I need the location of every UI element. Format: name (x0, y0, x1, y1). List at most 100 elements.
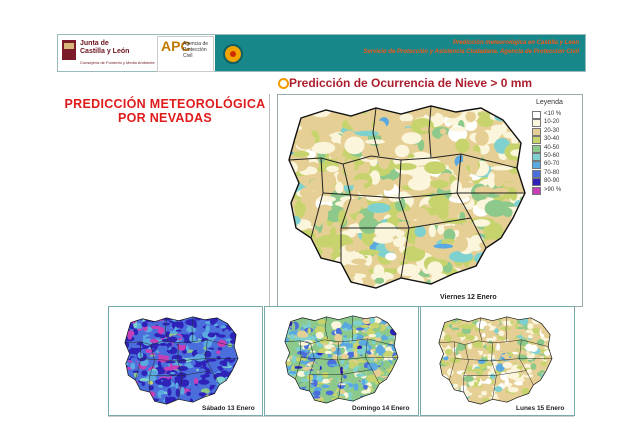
probability-cell (155, 316, 165, 319)
probability-cell (343, 335, 348, 338)
probability-cell (520, 214, 525, 225)
probability-cell (516, 365, 523, 370)
probability-cell (438, 321, 442, 327)
probability-cell (229, 332, 239, 340)
probability-cell (231, 316, 239, 321)
probability-cell (458, 398, 465, 404)
probability-cell (301, 270, 318, 276)
probability-cell (469, 316, 479, 319)
probability-cell (289, 216, 292, 231)
main-map (288, 105, 526, 289)
probability-cell (394, 327, 399, 331)
probability-cell (496, 106, 504, 109)
probability-cell (516, 354, 528, 361)
panel-sabado: Sábado 13 Enero (108, 306, 263, 416)
probability-cell (481, 384, 487, 392)
probability-cell (441, 387, 446, 393)
probability-cell (340, 366, 344, 376)
probability-cell (235, 374, 239, 380)
probability-cell (545, 392, 553, 399)
probability-cell (309, 259, 325, 269)
probability-cell (484, 199, 508, 217)
probability-cell (223, 313, 229, 315)
probability-cell (517, 338, 529, 346)
probability-cell (547, 316, 553, 323)
probability-cell (289, 166, 291, 173)
probability-cell (496, 343, 501, 351)
probability-cell (494, 173, 503, 187)
probability-cell (542, 380, 552, 384)
shield-icon (62, 40, 76, 60)
probability-cell (353, 180, 365, 192)
probability-cell (292, 106, 301, 109)
probability-cell (313, 390, 321, 397)
probability-cell (511, 110, 525, 118)
probability-cell (435, 351, 438, 355)
probability-cell (510, 275, 525, 287)
probability-cell (507, 223, 525, 235)
probability-cell (424, 161, 446, 175)
probability-cell (219, 396, 229, 401)
probability-cell (296, 370, 306, 377)
probability-cell (546, 387, 553, 390)
probability-cell (289, 106, 297, 109)
probability-cell (361, 390, 369, 394)
probability-cell (128, 317, 133, 321)
probability-cell (427, 261, 443, 276)
probability-cell (528, 394, 538, 402)
probability-cell (461, 275, 476, 288)
probability-cell (543, 398, 553, 401)
probability-cell (159, 378, 168, 381)
probability-cell (410, 118, 434, 135)
probability-cell (175, 382, 179, 389)
probability-cell (363, 384, 368, 390)
region-outline (288, 105, 526, 289)
probability-cell (227, 316, 237, 319)
probability-cell (179, 387, 185, 395)
probability-cell (478, 277, 495, 288)
probability-cell (523, 363, 531, 369)
legend-item: 50-60 (532, 152, 582, 161)
probability-cell (377, 393, 385, 402)
probability-cell (324, 350, 333, 355)
probability-cell (438, 330, 440, 335)
legend-label: 30-40 (544, 136, 560, 143)
probability-cell (289, 122, 297, 128)
probability-cell (289, 256, 307, 275)
probability-cell (289, 138, 292, 145)
probability-cell (440, 394, 450, 398)
province-border (177, 342, 183, 400)
probability-cell (193, 377, 199, 385)
probability-cell (398, 254, 405, 260)
probability-cell (374, 222, 397, 240)
probability-cell (301, 312, 305, 314)
province-border (365, 338, 380, 385)
probability-cell (485, 248, 503, 256)
probability-cell (332, 315, 337, 318)
probability-cell (295, 132, 316, 150)
probability-cell (222, 350, 227, 354)
panel-domingo: Domingo 14 Enero (264, 306, 419, 416)
legend-label: 80-90 (544, 178, 560, 185)
probability-cell (472, 359, 479, 365)
probability-cell (512, 260, 525, 268)
probability-cell (502, 362, 513, 369)
probability-cell (336, 398, 342, 404)
probability-cell (332, 323, 337, 330)
probability-cell (515, 106, 523, 109)
probability-cell (438, 402, 442, 405)
probability-cell (543, 354, 547, 361)
probability-cell (482, 106, 503, 108)
probability-cell (380, 391, 386, 395)
probability-cell (307, 373, 314, 381)
probability-cell (349, 342, 354, 349)
probability-cell (284, 391, 289, 395)
probability-cell (482, 369, 489, 379)
probability-cell (138, 334, 144, 342)
probability-cell (373, 312, 379, 314)
probability-cell (502, 287, 522, 288)
probability-cell (350, 335, 357, 344)
probability-cell (522, 379, 531, 388)
probability-cell (376, 148, 389, 165)
probability-cell (397, 281, 414, 288)
